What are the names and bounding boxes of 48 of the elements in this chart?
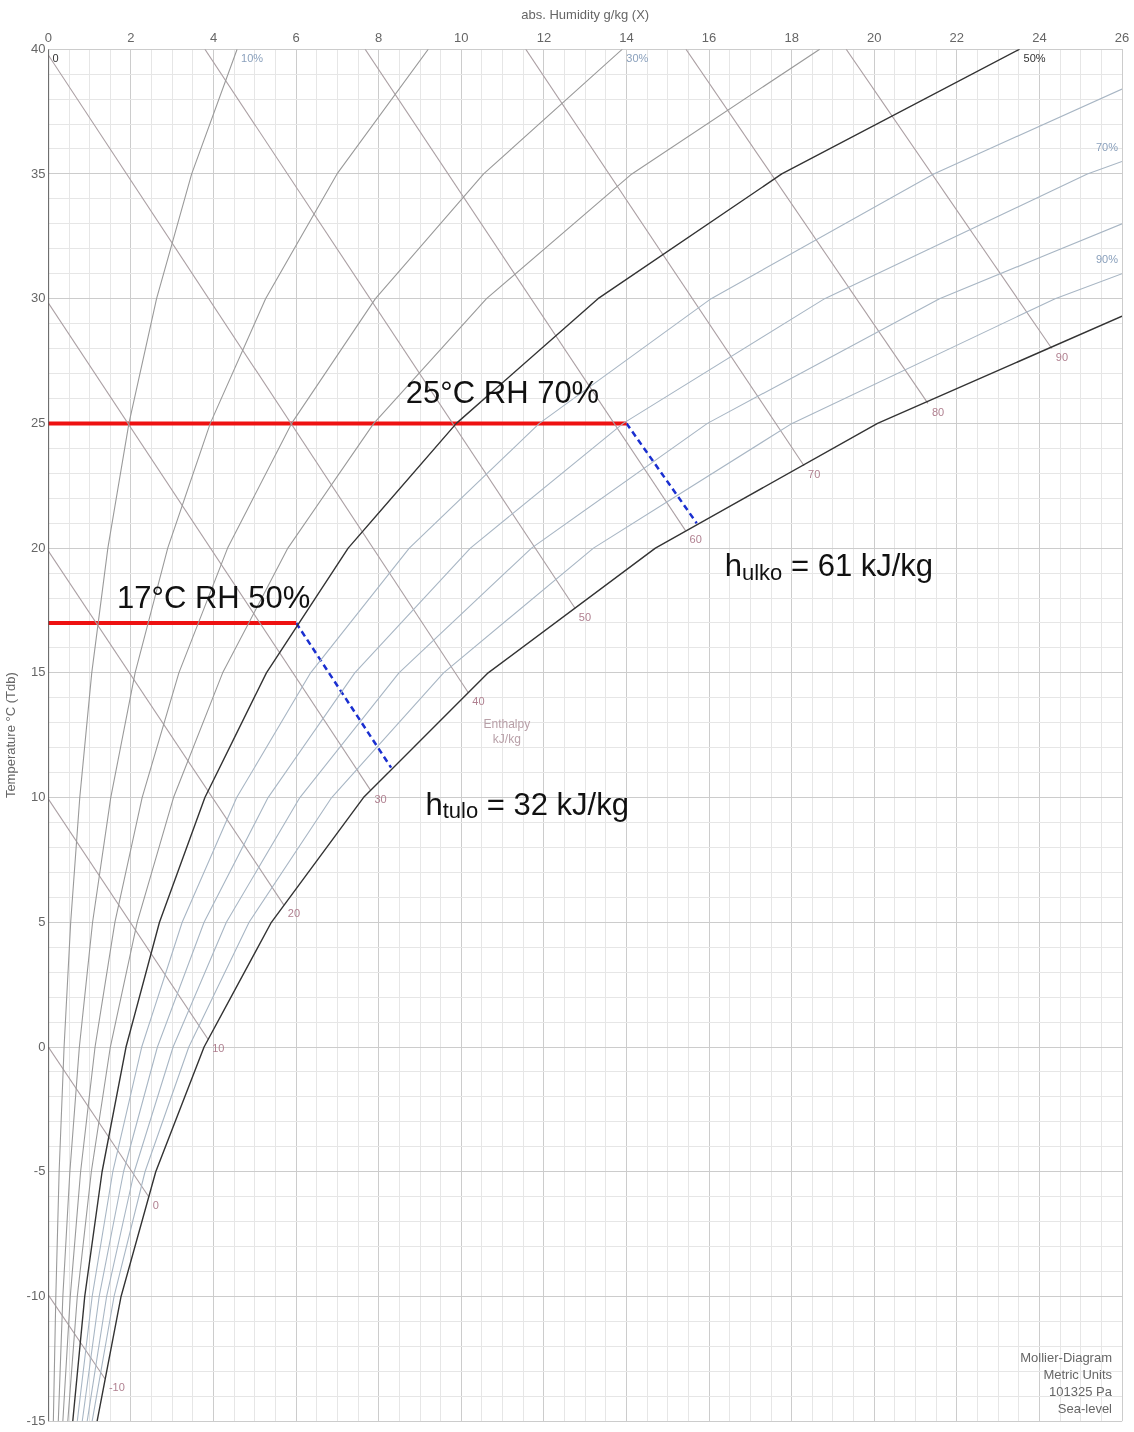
- x-tick-label: 8: [375, 29, 383, 45]
- annotation: 25°C RH 70%: [405, 375, 600, 411]
- x-tick-label: 26: [1114, 29, 1130, 45]
- x-tick-label: 10: [454, 29, 469, 45]
- x-tick-label: 6: [292, 29, 300, 45]
- x-tick-label: 22: [949, 29, 965, 45]
- x-tick-label: 20: [867, 29, 882, 45]
- x-tick-label: 18: [784, 29, 799, 45]
- x-tick-label: 14: [619, 29, 634, 45]
- y-tick-label: 0: [38, 1038, 46, 1054]
- y-tick-label: 40: [30, 40, 46, 56]
- y-tick-label: 15: [30, 664, 46, 680]
- series-label: -10: [108, 1381, 125, 1394]
- annotation: Enthalpy kJ/kg: [483, 717, 531, 747]
- y-tick-label: 10: [30, 789, 46, 805]
- series-label: 80: [931, 405, 945, 418]
- series-label: 70%: [1095, 140, 1119, 153]
- y-tick-label: 30: [30, 290, 46, 306]
- series-label: 0: [152, 1199, 159, 1212]
- series-label: 10%: [241, 51, 264, 64]
- y-tick-label: -5: [33, 1163, 46, 1179]
- y-tick-label: -10: [26, 1288, 46, 1304]
- series-label: 90: [1055, 351, 1069, 364]
- x-tick-label: 24: [1032, 29, 1047, 45]
- series-label: 50: [578, 610, 592, 623]
- y-tick-label: -15: [26, 1412, 46, 1428]
- x-tick-label: 4: [209, 29, 218, 45]
- annotation: Mollier-Diagram Metric Units 101325 Pa Sea-level: [1020, 1350, 1113, 1417]
- annotation: 17°C RH 50%: [117, 579, 311, 615]
- series-label: 0: [52, 51, 59, 64]
- y-tick-label: 35: [30, 165, 46, 181]
- series-label: 50%: [1023, 51, 1046, 64]
- x-tick-label: 16: [701, 29, 717, 45]
- x-tick-label: 12: [536, 29, 552, 45]
- series-label: 10: [212, 1042, 225, 1055]
- series-label: 30%: [626, 51, 649, 64]
- y-tick-label: 20: [30, 539, 46, 555]
- x-axis-title: abs. Humidity g/kg (X): [521, 7, 650, 23]
- x-tick-label: 2: [127, 29, 135, 45]
- series-label: 60: [689, 533, 702, 546]
- series-label: 90%: [1095, 253, 1119, 266]
- y-axis-title: Temperature °C (Tdb): [3, 672, 19, 799]
- series-label: 70: [808, 468, 821, 481]
- series-label: 40: [472, 695, 485, 708]
- y-tick-label: 25: [30, 414, 46, 430]
- series-label: 30: [374, 792, 387, 805]
- y-tick-label: 5: [38, 913, 46, 929]
- series-label: 20: [287, 907, 301, 920]
